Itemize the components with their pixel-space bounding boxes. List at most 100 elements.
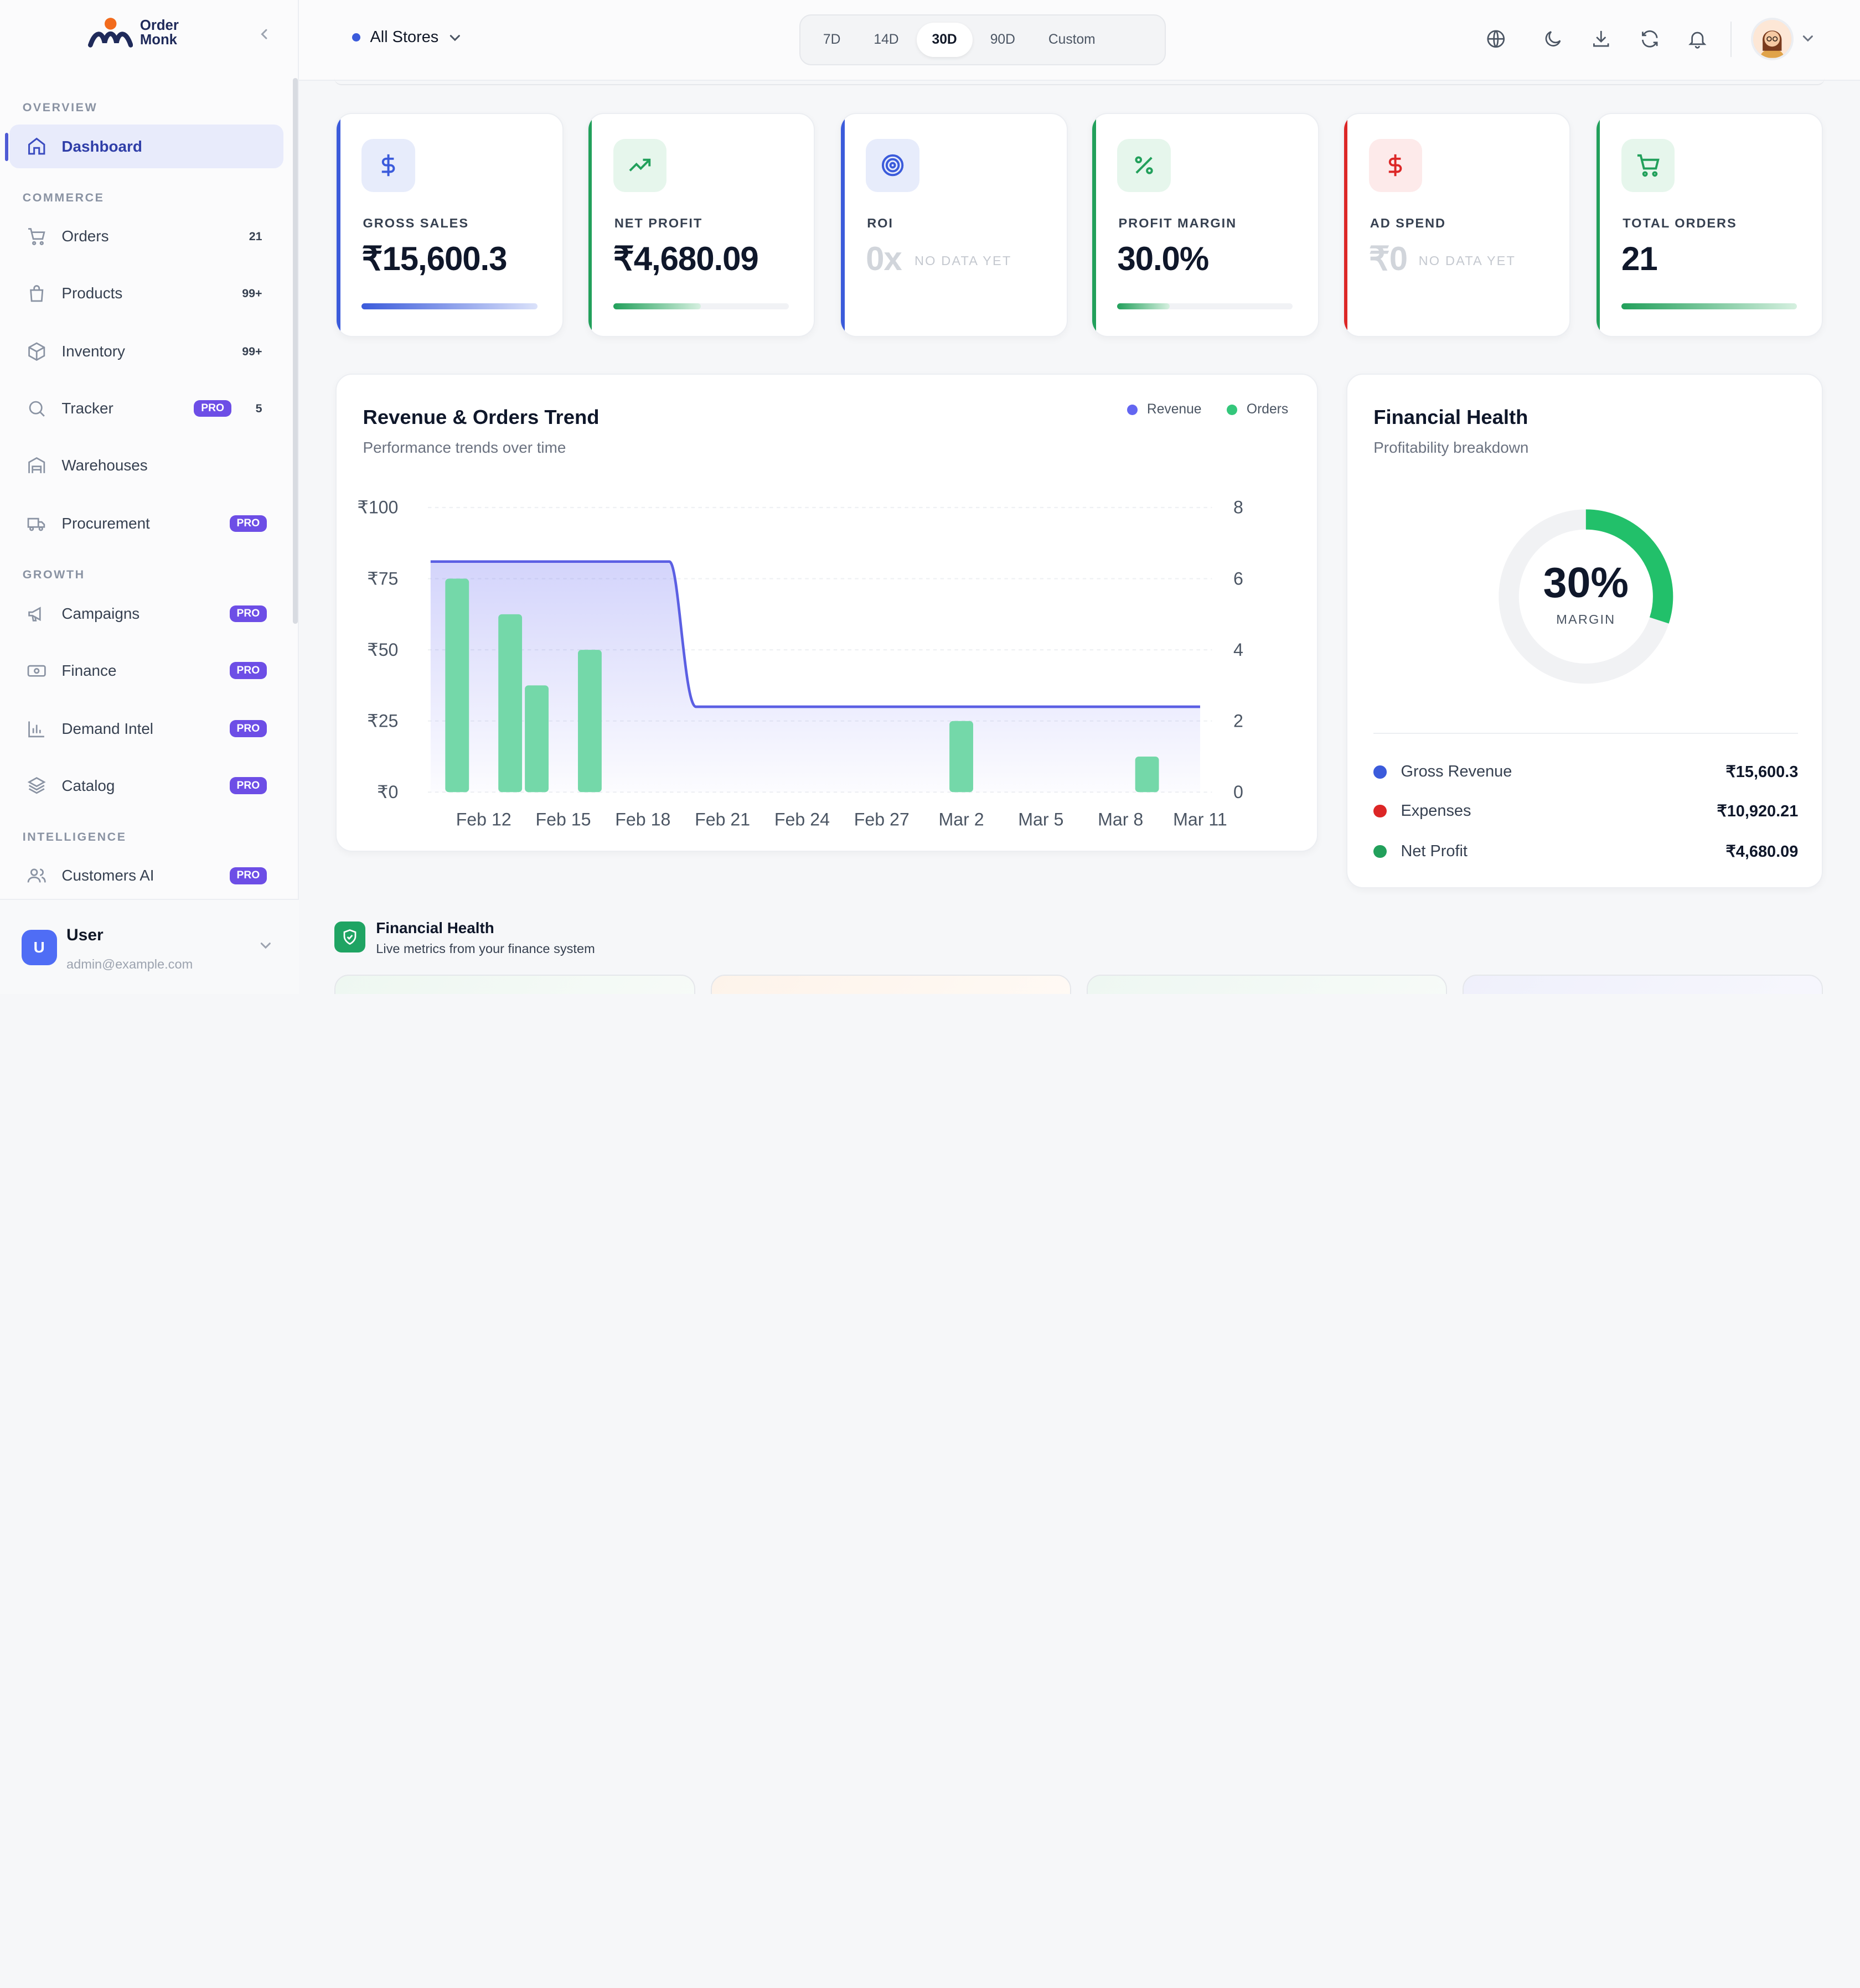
cart-icon xyxy=(26,226,48,247)
target-icon xyxy=(866,138,919,192)
metric-card[interactable] xyxy=(1086,975,1448,994)
sidebar-item-procurement[interactable]: Procurement PRO xyxy=(9,501,283,545)
section-title: Financial Health xyxy=(376,919,494,936)
sidebar-item-orders[interactable]: Orders 21 xyxy=(9,215,283,258)
x-tick-label: Mar 2 xyxy=(939,809,984,829)
metric-card[interactable] xyxy=(710,975,1071,994)
sidebar-item-demand-intel[interactable]: Demand Intel PRO xyxy=(9,707,283,750)
download-icon[interactable] xyxy=(1589,27,1613,51)
range-30d-button[interactable]: 30D xyxy=(916,22,973,57)
margin-value: 30% xyxy=(1543,559,1629,607)
legend-item-revenue[interactable]: Revenue xyxy=(1127,402,1202,417)
sidebar-item-catalog[interactable]: Catalog PRO xyxy=(9,764,283,807)
margin-label: MARGIN xyxy=(1556,612,1616,627)
orders-bar xyxy=(445,578,469,793)
moon-icon[interactable] xyxy=(1541,27,1564,51)
row-value: ₹10,920.21 xyxy=(1717,803,1799,820)
metric-card[interactable] xyxy=(334,975,695,994)
sidebar-item-products[interactable]: Products 99+ xyxy=(9,272,283,315)
range-90d-button[interactable]: 90D xyxy=(990,32,1015,47)
kpi-accent-edge xyxy=(337,113,340,336)
percent-icon xyxy=(1117,138,1171,192)
sidebar-item-warehouses[interactable]: Warehouses xyxy=(9,443,283,487)
kpi-card-total-orders[interactable]: TOTAL ORDERS 21 xyxy=(1595,112,1823,337)
range-custom-button[interactable]: Custom xyxy=(1048,32,1096,47)
store-selector[interactable]: All Stores xyxy=(352,28,462,46)
kpi-value: 0x xyxy=(866,240,902,277)
range-14d-button[interactable]: 14D xyxy=(874,32,899,47)
kpi-value: ₹15,600.3 xyxy=(361,240,507,277)
revenue-orders-chart[interactable]: ₹0 ₹25 ₹50 ₹75 ₹100 0 2 4 6 8 Feb 12 Feb 15 Feb 18 Fe… xyxy=(337,375,1319,853)
kpi-accent-edge xyxy=(588,113,592,336)
sidebar-item-label: Finance xyxy=(61,661,117,679)
home-icon xyxy=(26,136,48,157)
section-label-intelligence: INTELLIGENCE xyxy=(22,830,127,843)
kpi-label: TOTAL ORDERS xyxy=(1623,215,1737,230)
row-label: Expenses xyxy=(1401,802,1471,820)
layers-icon xyxy=(26,775,48,796)
app-root: Order Monk OVERVIEW Dashboard COMMERCE O… xyxy=(0,0,1860,994)
y-left-tick-label: ₹25 xyxy=(368,711,399,731)
sidebar-item-customers-ai[interactable]: Customers AI PRO xyxy=(9,854,283,898)
legend-item-orders[interactable]: Orders xyxy=(1226,402,1288,417)
chevron-down-icon xyxy=(450,35,461,42)
kpi-card-profit-margin[interactable]: PROFIT MARGIN 30.0% xyxy=(1091,112,1319,337)
sidebar-item-label: Dashboard xyxy=(61,137,142,155)
y-right-tick-label: 4 xyxy=(1233,640,1243,660)
megaphone-icon xyxy=(26,603,48,625)
box-icon xyxy=(26,341,48,363)
section-label-overview: OVERVIEW xyxy=(22,101,98,115)
dollar-icon xyxy=(1368,138,1423,192)
globe-icon[interactable] xyxy=(1484,27,1508,51)
brand-logo[interactable]: Order Monk xyxy=(87,17,179,50)
dollar-icon xyxy=(361,138,415,192)
sidebar-item-inventory[interactable]: Inventory 99+ xyxy=(9,330,283,374)
user-menu[interactable]: U User admin@example.com xyxy=(0,899,299,994)
header-divider xyxy=(1730,21,1732,57)
sidebar-item-finance[interactable]: Finance PRO xyxy=(9,649,283,692)
orders-bar xyxy=(949,721,974,793)
kpi-value: ₹0 xyxy=(1368,240,1408,277)
breakdown-row-net-profit: Net Profit ₹4,680.09 xyxy=(1373,840,1798,863)
sidebar-item-dashboard[interactable]: Dashboard xyxy=(9,124,284,169)
range-7d-button[interactable]: 7D xyxy=(823,32,841,47)
card-subtitle: Profitability breakdown xyxy=(1373,438,1529,456)
date-range-toggle: 7D 14D 30D 90D Custom xyxy=(799,14,1166,65)
kpi-card-roi[interactable]: ROI 0x NO DATA YET xyxy=(840,112,1068,337)
metric-card[interactable] xyxy=(1463,975,1823,994)
orders-bar xyxy=(525,685,549,793)
chevron-down-icon[interactable] xyxy=(1801,31,1815,45)
kpi-value: 30.0% xyxy=(1117,240,1209,277)
x-tick-label: Feb 18 xyxy=(616,809,671,829)
sidebar-item-label: Products xyxy=(61,284,123,302)
kpi-card-net-profit[interactable]: NET PROFIT ₹4,680.09 xyxy=(587,112,815,337)
y-left-tick-label: ₹75 xyxy=(368,568,399,588)
sidebar-item-label: Tracker xyxy=(61,400,113,417)
logo-mark-icon xyxy=(87,18,133,48)
sidebar-scrollbar[interactable] xyxy=(293,78,298,624)
revenue-area xyxy=(431,561,1201,793)
kpi-progress-fill xyxy=(361,303,538,310)
revenue-orders-card: Revenue & Orders Trend Performance trend… xyxy=(335,373,1319,853)
row-value: ₹15,600.3 xyxy=(1725,763,1799,781)
sidebar: Order Monk OVERVIEW Dashboard COMMERCE O… xyxy=(0,0,299,994)
pro-badge: PRO xyxy=(229,515,267,532)
kpi-card-gross-sales[interactable]: GROSS SALES ₹15,600.3 xyxy=(335,112,564,337)
store-label: All Stores xyxy=(370,28,439,46)
brand-name-line2: Monk xyxy=(140,32,177,48)
sidebar-item-tracker[interactable]: Tracker PRO 5 xyxy=(9,387,283,431)
collapse-sidebar-button[interactable] xyxy=(254,24,276,45)
x-tick-label: Feb 15 xyxy=(536,809,591,829)
avatar[interactable] xyxy=(1750,18,1794,61)
sidebar-item-campaigns[interactable]: Campaigns PRO xyxy=(9,592,283,635)
row-value: ₹4,680.09 xyxy=(1725,842,1799,861)
sidebar-item-label: Demand Intel xyxy=(61,719,153,737)
search-icon xyxy=(26,398,48,420)
no-data-label: NO DATA YET xyxy=(914,253,1012,268)
y-left-tick-label: ₹100 xyxy=(358,498,399,517)
bell-icon[interactable] xyxy=(1686,27,1709,51)
kpi-value: ₹4,680.09 xyxy=(613,240,759,277)
kpi-card-ad-spend[interactable]: AD SPEND ₹0 NO DATA YET xyxy=(1342,112,1571,337)
refresh-icon[interactable] xyxy=(1638,27,1662,51)
kpi-progress-fill xyxy=(1621,303,1797,310)
